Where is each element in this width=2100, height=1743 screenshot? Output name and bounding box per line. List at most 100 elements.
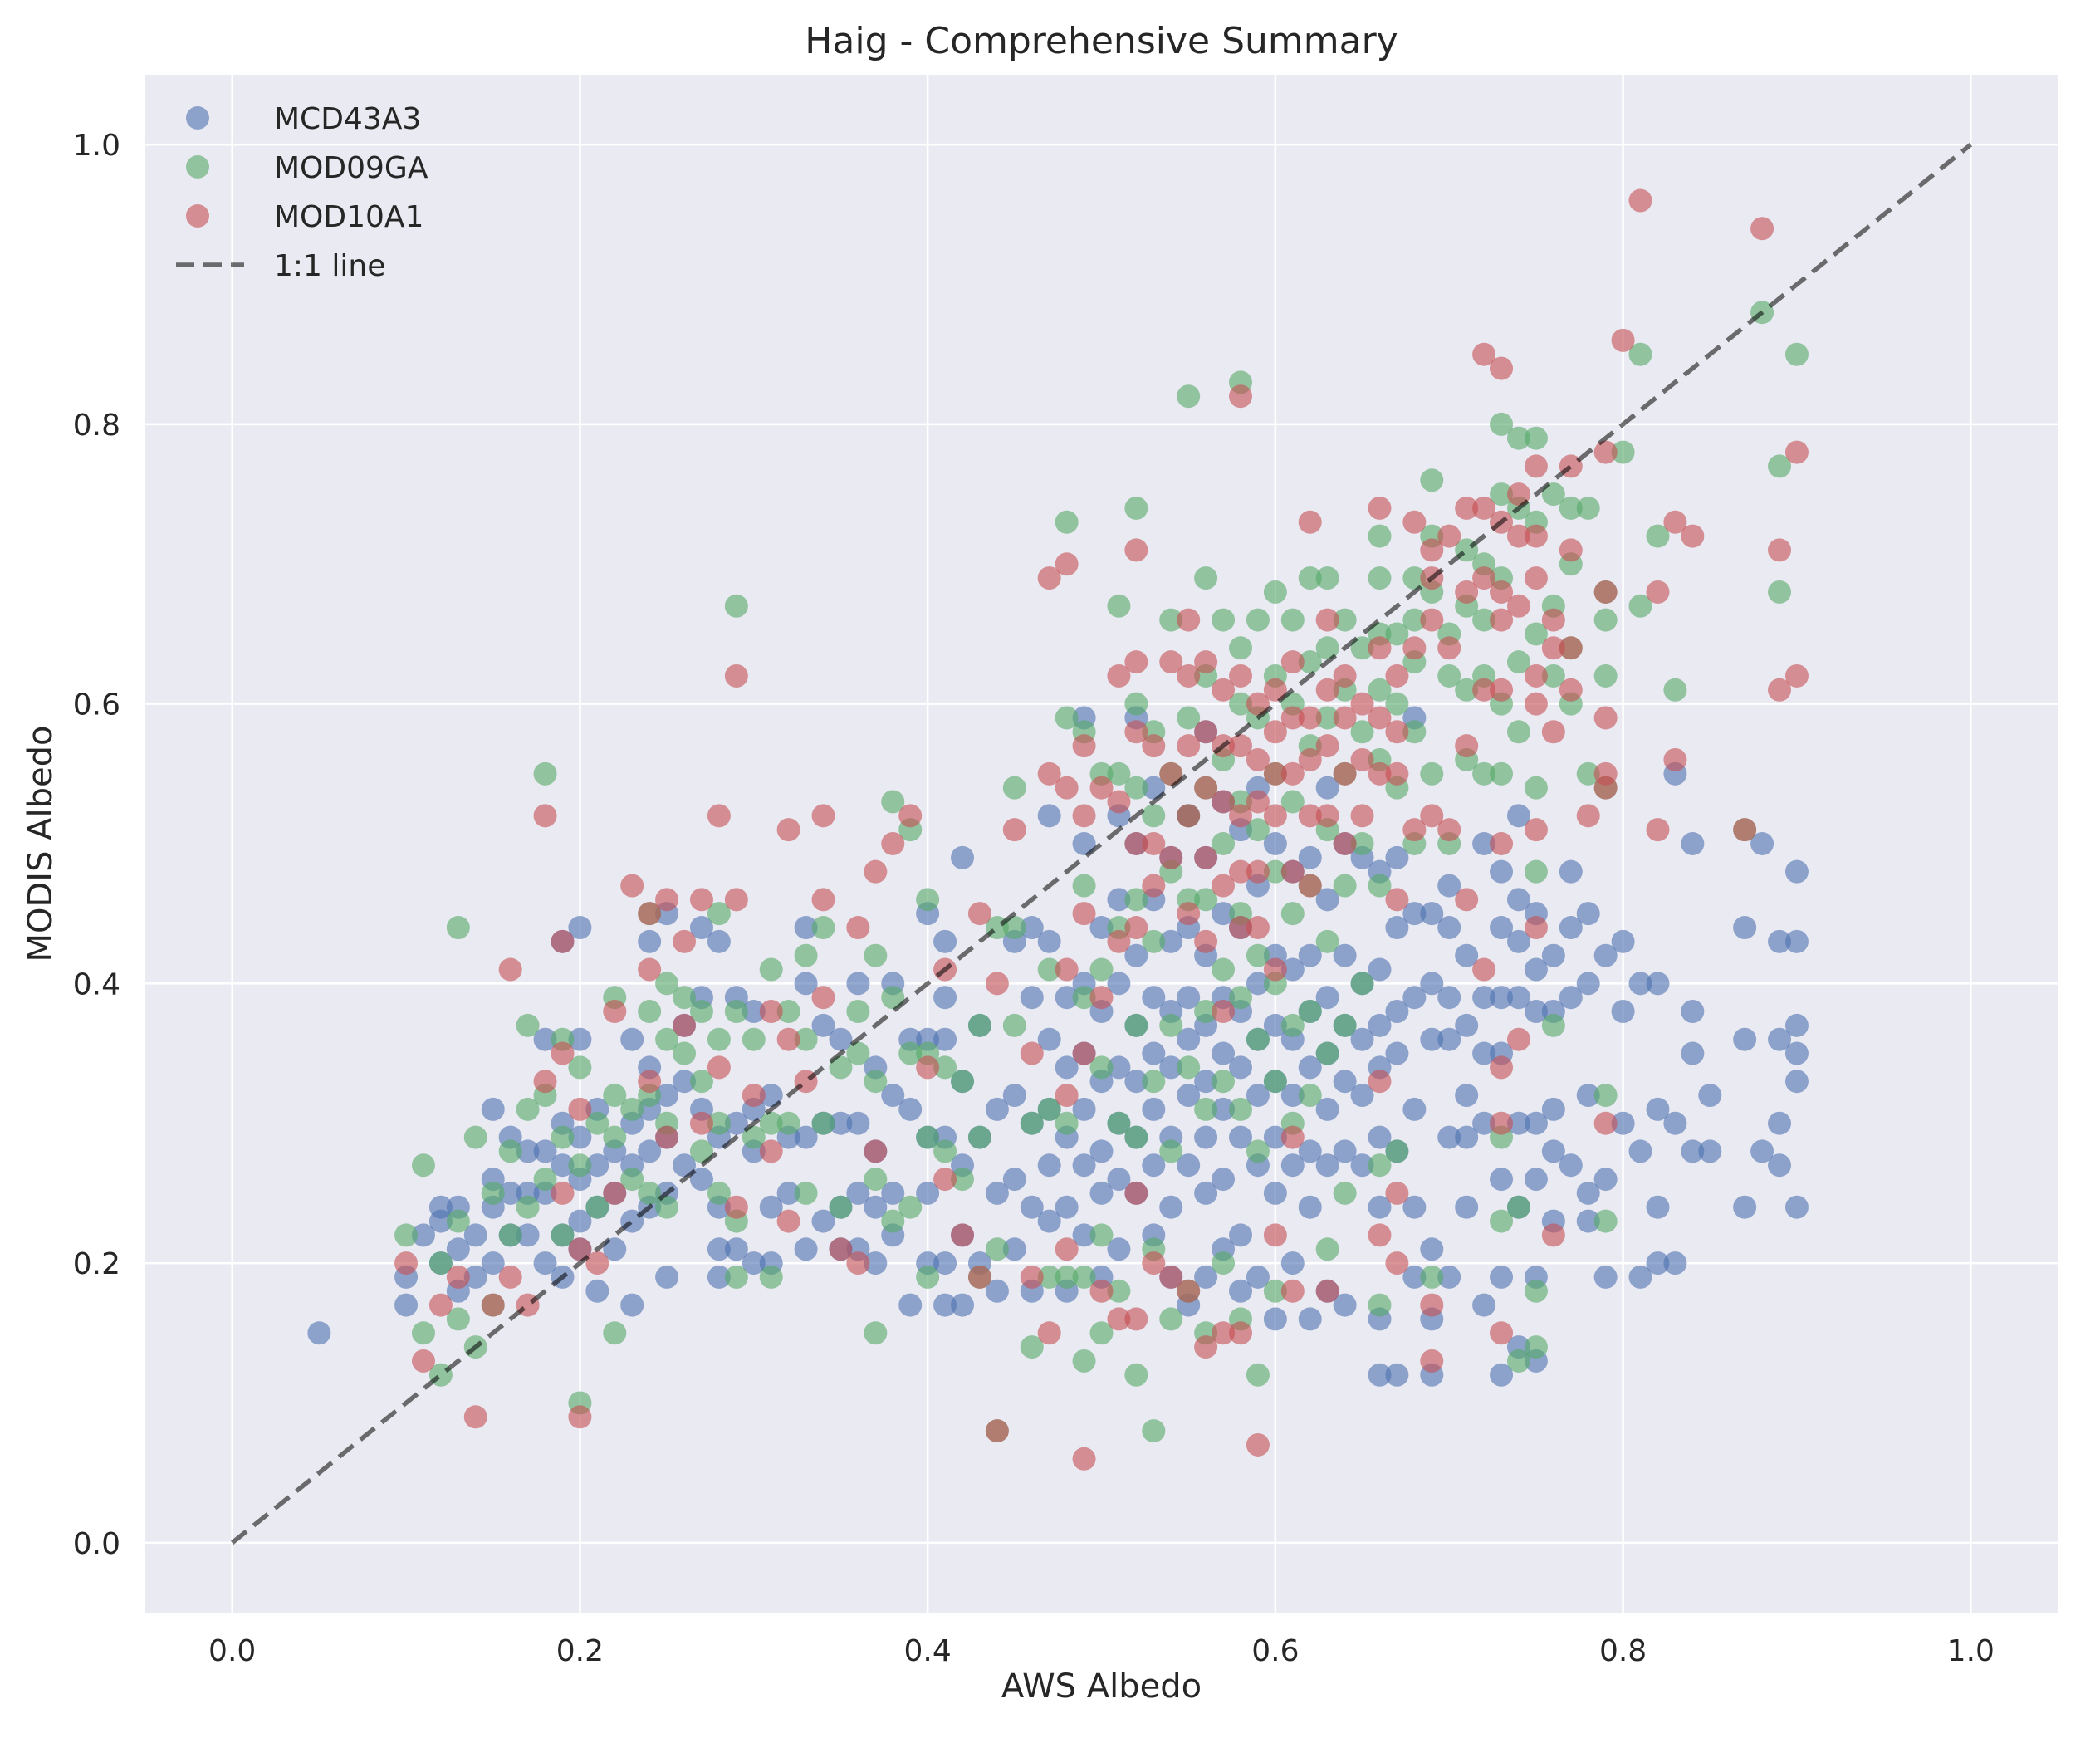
data-point (1490, 356, 1514, 380)
data-point (1072, 1265, 1096, 1289)
data-point (1159, 1013, 1183, 1037)
data-point (1159, 1307, 1183, 1331)
y-tick-label: 0.0 (73, 1527, 120, 1561)
data-point (1228, 986, 1252, 1010)
data-point (1228, 859, 1252, 884)
data-point (1524, 1000, 1548, 1024)
data-point (1437, 986, 1461, 1010)
data-point (1368, 1070, 1392, 1094)
data-point (1437, 874, 1461, 898)
data-point (1142, 1251, 1166, 1275)
data-point (1107, 1111, 1131, 1135)
data-point (1194, 720, 1218, 744)
data-point (481, 1251, 505, 1275)
data-point (1681, 1139, 1705, 1163)
data-point (603, 1000, 627, 1024)
data-point (1037, 761, 1061, 786)
data-point (1212, 1041, 1236, 1065)
data-point (794, 916, 818, 940)
data-point (1315, 804, 1339, 828)
reference-line-1-1 (230, 143, 1973, 1545)
data-point (1437, 916, 1461, 940)
data-point (1124, 1070, 1148, 1094)
data-point (1072, 804, 1096, 828)
data-point (1107, 663, 1131, 688)
data-point (1611, 328, 1635, 352)
data-point (1472, 566, 1496, 590)
data-point (1020, 1111, 1044, 1135)
data-point (1420, 1237, 1444, 1261)
data-point (1385, 622, 1409, 646)
data-point (776, 1027, 800, 1051)
data-point (1385, 1041, 1409, 1065)
data-point (481, 1181, 505, 1205)
data-point (1246, 1084, 1270, 1108)
data-point (1402, 818, 1427, 842)
data-point (1159, 608, 1183, 632)
data-point (1593, 440, 1618, 464)
data-point (1298, 1195, 1322, 1219)
data-point (1124, 1013, 1148, 1037)
data-point (1768, 1111, 1792, 1135)
data-point (1472, 342, 1496, 366)
data-point (446, 1209, 470, 1233)
data-point (498, 1181, 522, 1205)
data-point (1559, 636, 1583, 660)
data-point (603, 1084, 627, 1108)
data-point (1124, 916, 1148, 940)
legend-label: MOD10A1 (274, 200, 423, 234)
data-point (951, 1293, 975, 1317)
data-point (1002, 1237, 1026, 1261)
data-point (864, 1321, 888, 1345)
data-point (1124, 1307, 1148, 1331)
data-point (1263, 859, 1287, 884)
data-point (1298, 566, 1322, 590)
data-point (1280, 1013, 1305, 1037)
data-point (1784, 342, 1809, 366)
data-point (1124, 832, 1148, 855)
data-point (1490, 1209, 1514, 1233)
data-point (1333, 608, 1357, 632)
data-point (1733, 1027, 1757, 1051)
data-point (1280, 1153, 1305, 1178)
chart-title: Haig - Comprehensive Summary (805, 20, 1398, 62)
data-point (1472, 1293, 1496, 1317)
data-point (1228, 663, 1252, 688)
data-point (1455, 1084, 1479, 1108)
data-point (1107, 929, 1131, 953)
data-point (1385, 761, 1409, 786)
data-point (1315, 986, 1339, 1010)
data-point (551, 1125, 575, 1149)
data-point (1402, 636, 1427, 660)
data-point (1437, 1265, 1461, 1289)
data-point (864, 1195, 888, 1219)
data-point (811, 804, 835, 828)
data-point (1142, 734, 1166, 758)
data-point (1037, 1027, 1061, 1051)
data-point (1472, 1041, 1496, 1065)
data-point (655, 1265, 679, 1289)
data-point (1315, 706, 1339, 730)
data-point (1212, 678, 1236, 702)
data-point (533, 1168, 557, 1192)
data-point (794, 943, 818, 967)
data-point (516, 1013, 540, 1037)
data-point (1228, 1055, 1252, 1080)
data-point (1159, 845, 1183, 869)
data-point (1333, 1293, 1357, 1317)
data-point (881, 832, 905, 855)
data-point (1037, 1153, 1061, 1178)
data-point (742, 1027, 766, 1051)
data-point (1124, 692, 1148, 716)
data-point (1681, 1000, 1705, 1024)
data-point (1194, 1125, 1218, 1149)
x-tick-label: 0.2 (556, 1634, 604, 1668)
data-point (585, 1251, 609, 1275)
data-point (1784, 859, 1809, 884)
data-point (1280, 859, 1305, 884)
data-point (1611, 929, 1635, 953)
data-point (1541, 1013, 1565, 1037)
data-point (1107, 888, 1131, 912)
data-point (933, 1168, 957, 1192)
data-point (1576, 496, 1600, 520)
